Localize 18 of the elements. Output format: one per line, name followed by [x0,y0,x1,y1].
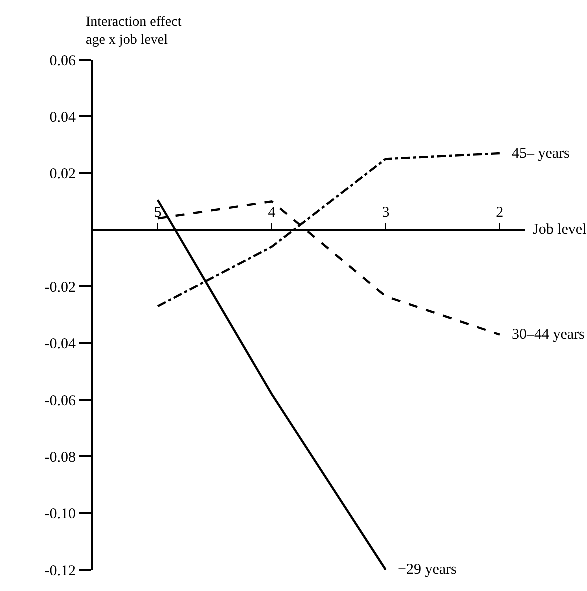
y-tick-label: -0.08 [44,450,76,466]
y-tick-label: -0.02 [44,280,76,296]
y-tick-label: 0.02 [50,166,76,183]
y-tick-label: -0.04 [44,336,76,353]
series-label: −29 years [398,562,458,578]
y-tick-label: 0.04 [50,110,76,126]
y-tick-label: -0.12 [44,563,76,580]
y-tick-label: 0.06 [50,53,76,70]
x-tick-label: 3 [382,205,390,221]
x-tick-label: 2 [496,205,504,221]
y-axis-title: Interaction effect age x job level [86,15,182,48]
x-tick-label: 4 [268,205,276,221]
series-label: 30–44 years [512,327,586,343]
x-axis-title: Job level [533,222,587,238]
y-tick-label: -0.10 [44,506,76,523]
x-tick-label: 5 [154,205,162,221]
series-label: 45– years [512,146,570,162]
y-tick-label: -0.06 [44,393,76,410]
